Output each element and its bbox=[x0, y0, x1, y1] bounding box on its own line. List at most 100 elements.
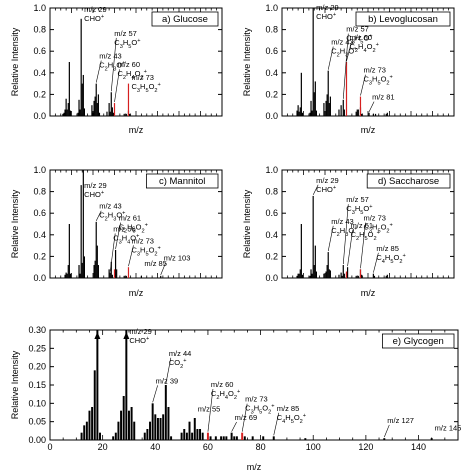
spectrum-bar bbox=[372, 273, 374, 278]
spectrum-bar bbox=[125, 275, 127, 278]
spectrum-bar bbox=[385, 275, 387, 278]
x-axis-label: m/z bbox=[361, 288, 376, 298]
peak-annotation: CO2+ bbox=[169, 358, 187, 370]
peak-annotation: m/z 81 bbox=[372, 93, 395, 102]
y-tick-label: 0.2 bbox=[265, 89, 278, 99]
x-tick-label: 40 bbox=[150, 442, 160, 452]
peak-annotation: C2H4O2+ bbox=[118, 69, 147, 81]
y-axis-label: Relative Intensity bbox=[10, 189, 20, 258]
spectrum-bar bbox=[329, 96, 331, 116]
spectrum-bar bbox=[209, 436, 212, 440]
spectrum-bar bbox=[65, 98, 67, 116]
spectrum-bar bbox=[154, 414, 157, 440]
spectrum-bar bbox=[385, 113, 387, 116]
spectrum-bar bbox=[108, 103, 110, 116]
annotation-leader bbox=[360, 74, 366, 96]
spectrum-bar bbox=[91, 407, 94, 440]
annotation-leader bbox=[373, 252, 379, 273]
y-tick-label: 0.0 bbox=[33, 273, 46, 283]
y-tick-label: 0.20 bbox=[28, 362, 46, 372]
spectrum-bar bbox=[327, 70, 329, 116]
annotation-leader bbox=[384, 424, 390, 438]
spectrum-bar bbox=[164, 385, 167, 440]
spectrum-bar bbox=[66, 273, 68, 278]
spectrum-bar bbox=[310, 269, 312, 278]
annotation-leader bbox=[115, 222, 121, 249]
y-axis-label: Relative Intensity bbox=[10, 350, 20, 419]
spectrum-bar bbox=[96, 245, 98, 278]
annotation-leader bbox=[152, 385, 158, 403]
spectrum-bar bbox=[329, 270, 331, 278]
peak-annotation: m/z 145 bbox=[435, 423, 462, 432]
peak-annotation: C2H5O2+ bbox=[351, 230, 380, 242]
spectrum-bar bbox=[183, 429, 186, 440]
peak-annotation: CHO+ bbox=[129, 336, 149, 345]
y-tick-label: 0.4 bbox=[265, 230, 278, 240]
peak-annotation: m/z 73 bbox=[131, 73, 154, 82]
peak-annotation: m/z 73 bbox=[245, 395, 268, 404]
spectrum-bar bbox=[81, 262, 83, 278]
annotation-leader bbox=[95, 60, 102, 83]
x-axis-label: m/z bbox=[129, 288, 144, 298]
spectrum-bar bbox=[180, 432, 183, 440]
spectrum-bar bbox=[93, 100, 95, 116]
spectrum-bar bbox=[225, 436, 228, 440]
peak-annotation: C3H5O2+ bbox=[131, 82, 160, 94]
spectrum-bar bbox=[114, 432, 117, 440]
peak-annotation: m/z 29 bbox=[84, 181, 107, 190]
spectrum-bar bbox=[99, 432, 101, 440]
spectrum-bar bbox=[328, 269, 330, 278]
spectrum-bar bbox=[185, 432, 188, 440]
spectrum-bar bbox=[312, 195, 314, 278]
spectrum-bar bbox=[79, 273, 81, 278]
annotation-leader bbox=[347, 230, 353, 267]
spectrum-bar bbox=[314, 245, 316, 278]
spectrum-bar bbox=[313, 92, 315, 116]
annotation-leader bbox=[360, 222, 366, 269]
y-tick-label: 0.05 bbox=[28, 417, 46, 427]
peak-annotation: m/z 29 bbox=[84, 5, 107, 14]
spectrum-bar bbox=[112, 436, 115, 440]
spectrum-bar bbox=[199, 429, 202, 440]
spectrum-bar bbox=[328, 103, 330, 116]
spectrum-bar bbox=[373, 275, 376, 278]
y-axis-label: Relative Intensity bbox=[10, 27, 20, 96]
spectrum-bar bbox=[80, 18, 82, 116]
spectrum-bar bbox=[355, 275, 357, 278]
spectrum-bar bbox=[146, 429, 149, 440]
x-axis-label: m/z bbox=[129, 125, 144, 135]
spectrum-bar bbox=[310, 100, 312, 116]
peak-annotation: C3H5O2+ bbox=[363, 223, 392, 235]
peak-annotation: m/z 103 bbox=[164, 254, 191, 263]
spectrum-bar bbox=[78, 99, 80, 116]
spectrum-bar bbox=[327, 252, 329, 278]
y-tick-label: 0.6 bbox=[265, 46, 278, 56]
spectrum-bar bbox=[93, 265, 95, 278]
peak-annotation: m/z 43 bbox=[99, 52, 122, 61]
spectrum-bar bbox=[66, 109, 68, 116]
spectrum-bar bbox=[342, 265, 344, 278]
spectrum-bar bbox=[109, 272, 111, 278]
panel-label-box bbox=[366, 173, 451, 189]
spectrum-bar bbox=[315, 110, 317, 116]
spectrum-bar bbox=[143, 432, 146, 440]
peak-annotation: C2H3O+ bbox=[99, 61, 125, 73]
peak-annotation: m/z 73 bbox=[131, 236, 154, 245]
y-tick-label: 1.0 bbox=[265, 165, 278, 175]
peak-annotation: m/z 60 bbox=[118, 60, 141, 69]
spectrum-bar bbox=[96, 330, 99, 440]
spectrum-bar bbox=[386, 112, 388, 116]
highlighted-bar bbox=[359, 96, 362, 116]
peak-annotation: m/z 61 bbox=[351, 221, 374, 230]
spectrum-bar bbox=[346, 267, 349, 278]
peak-annotation: m/z 60 bbox=[211, 380, 234, 389]
peak-annotation: C3H5O2+ bbox=[363, 75, 392, 87]
spectrum-bar bbox=[243, 436, 246, 440]
annotation-leader bbox=[346, 42, 352, 62]
y-tick-label: 0.25 bbox=[28, 343, 46, 353]
x-tick-label: 140 bbox=[411, 442, 426, 452]
spectrum-bar bbox=[77, 112, 79, 116]
spectrum-bar bbox=[83, 108, 85, 116]
spectrum-bar bbox=[64, 274, 66, 278]
